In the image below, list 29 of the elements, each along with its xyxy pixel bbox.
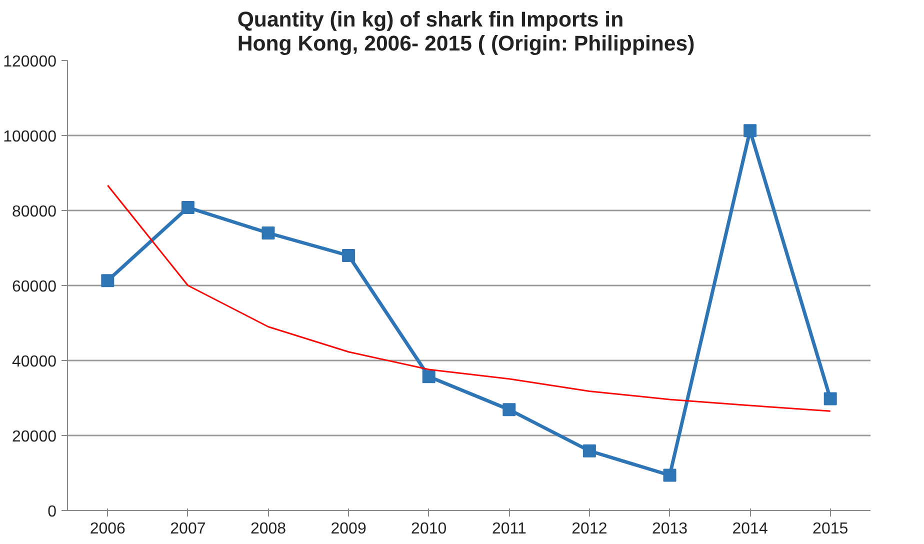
x-tick-label: 2013 [652, 520, 688, 538]
x-tick-label: 2010 [411, 520, 447, 538]
y-tick-label: 60000 [12, 278, 57, 296]
chart-title: Quantity (in kg) of shark fin Imports in Hong Kong, 2006- 2015 ( (Origin: Philippines) [237, 8, 695, 56]
x-tick-label: 2012 [572, 520, 608, 538]
y-tick-label: 20000 [12, 428, 57, 446]
point [663, 468, 676, 482]
y-tick-label: 120000 [3, 54, 57, 70]
y-tick-label: 0 [48, 504, 57, 520]
point [181, 201, 194, 214]
y-tick-label: 100000 [3, 128, 57, 146]
x-tick-label: 2009 [330, 520, 366, 538]
x-tick-label: 2015 [812, 520, 848, 538]
point [824, 392, 837, 406]
x-tick-label: 2011 [492, 520, 526, 538]
x-tick-label: 2014 [732, 520, 768, 538]
x-tick-label: 2007 [170, 520, 206, 538]
point [582, 444, 596, 458]
point [502, 403, 516, 416]
point [101, 274, 114, 288]
y-tick-label: 40000 [12, 354, 57, 370]
y-tick-label: 80000 [12, 204, 57, 220]
point [262, 226, 275, 240]
point [342, 249, 356, 262]
point [422, 370, 436, 384]
x-tick-label: 2008 [250, 520, 286, 538]
x-tick-label: 2006 [90, 520, 126, 538]
point [744, 124, 757, 138]
line-series [106, 184, 832, 412]
